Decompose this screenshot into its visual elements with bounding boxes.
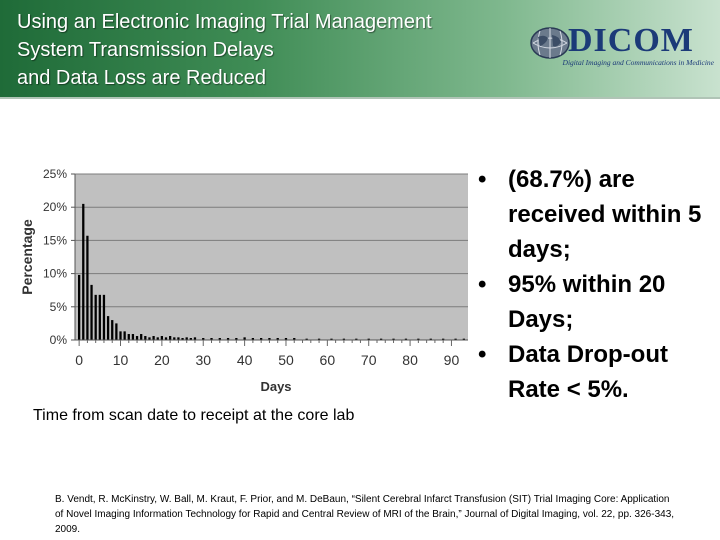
x-tick-label: 70 — [361, 352, 377, 368]
y-tick-label: 20% — [43, 200, 67, 214]
bar — [293, 338, 296, 340]
bar — [82, 203, 85, 340]
bullet-dot: • — [478, 341, 487, 368]
bar — [193, 337, 197, 340]
bar — [131, 334, 135, 340]
bullet-text: Data Drop-out Rate < 5%. — [508, 341, 668, 403]
dicom-logo: DICOM Digital Imaging and Communications… — [528, 22, 714, 76]
logo-wordmark: DICOM — [568, 22, 694, 59]
bullet-list: • (68.7%) are received within 5 days; • … — [478, 162, 716, 407]
bar — [169, 336, 172, 340]
bar — [367, 338, 370, 340]
y-axis-title: Percentage — [19, 219, 35, 295]
y-tick-label: 15% — [43, 233, 67, 247]
x-tick-label: 90 — [444, 352, 460, 368]
bar — [90, 284, 93, 340]
title-line: and Data Loss are Reduced — [17, 67, 267, 89]
slide-title: Using an Electronic Imaging Trial Manage… — [17, 8, 537, 92]
bar — [185, 337, 188, 340]
x-tick-label: 0 — [75, 352, 83, 368]
bar — [77, 274, 81, 340]
x-tick-label: 40 — [237, 352, 253, 368]
bar — [404, 338, 408, 340]
bar — [462, 338, 466, 340]
bar — [429, 338, 432, 340]
bar — [379, 338, 383, 340]
bar — [202, 338, 205, 340]
bar — [218, 338, 221, 340]
x-axis-title: Days — [260, 379, 291, 394]
bar — [417, 338, 420, 340]
bullet-dot: • — [478, 166, 487, 193]
days-histogram: 0% 5% 10% 15% 20% 25% 0 10 20 30 40 50 60 70 80 90 Days P… — [19, 167, 468, 394]
bar — [156, 337, 159, 340]
bar — [127, 334, 130, 340]
y-tick-label: 25% — [43, 167, 67, 181]
x-tick-label: 20 — [154, 352, 170, 368]
x-tick-label: 50 — [278, 352, 294, 368]
bar — [189, 338, 192, 340]
bar — [235, 338, 238, 340]
x-tick-label: 80 — [402, 352, 418, 368]
bullet-item: • (68.7%) are received within 5 days; — [478, 162, 716, 267]
bar — [243, 337, 246, 340]
bar — [135, 336, 139, 340]
citation: B. Vendt, R. McKinstry, W. Ball, M. Krau… — [55, 494, 675, 535]
x-tick-label: 10 — [113, 352, 129, 368]
y-tick-label: 5% — [50, 300, 68, 314]
bar — [115, 323, 118, 340]
chart-caption: Time from scan date to receipt at the co… — [33, 407, 355, 424]
y-tick-label: 10% — [43, 267, 67, 281]
title-line: System Transmission Delays — [17, 39, 274, 61]
bar — [177, 337, 180, 340]
logo-tagline: Digital Imaging and Communications in Me… — [562, 58, 714, 67]
bar — [140, 334, 143, 340]
bar — [268, 338, 271, 340]
bar — [160, 336, 164, 340]
title-banner: Using an Electronic Imaging Trial Manage… — [0, 0, 720, 99]
y-tick-label: 0% — [50, 333, 68, 347]
bullet-item: • 95% within 20 Days; — [478, 267, 716, 337]
bullet-text: 95% within 20 Days; — [508, 271, 666, 333]
bar — [330, 338, 333, 340]
bullet-dot: • — [478, 271, 487, 298]
bar — [111, 320, 114, 340]
bar — [210, 338, 213, 340]
bar — [226, 338, 230, 340]
bar — [454, 338, 457, 340]
bar — [164, 337, 168, 340]
bar — [123, 331, 126, 340]
x-tick-label: 60 — [320, 352, 336, 368]
bar — [94, 294, 97, 340]
bar — [152, 336, 155, 340]
bullet-text: (68.7%) are received within 5 days; — [508, 166, 702, 263]
bar — [392, 338, 395, 340]
bar — [284, 338, 288, 340]
bar — [144, 336, 147, 340]
x-tick-label: 30 — [195, 352, 211, 368]
bar — [98, 294, 101, 340]
bar — [355, 338, 358, 340]
bar — [173, 337, 176, 340]
bar — [276, 338, 279, 340]
bar — [86, 235, 89, 340]
bar — [260, 338, 263, 340]
bar — [119, 331, 122, 340]
bullet-item: • Data Drop-out Rate < 5%. — [478, 337, 716, 407]
bar — [148, 337, 151, 340]
bar — [342, 338, 346, 340]
bar — [317, 338, 321, 340]
plot-area — [75, 174, 468, 340]
bar — [181, 338, 184, 340]
bar — [305, 338, 308, 340]
bar — [106, 316, 110, 340]
bar — [442, 338, 445, 340]
bar — [251, 338, 255, 340]
bar — [102, 294, 106, 340]
title-line: Using an Electronic Imaging Trial Manage… — [17, 11, 432, 33]
globe-icon — [530, 27, 570, 59]
